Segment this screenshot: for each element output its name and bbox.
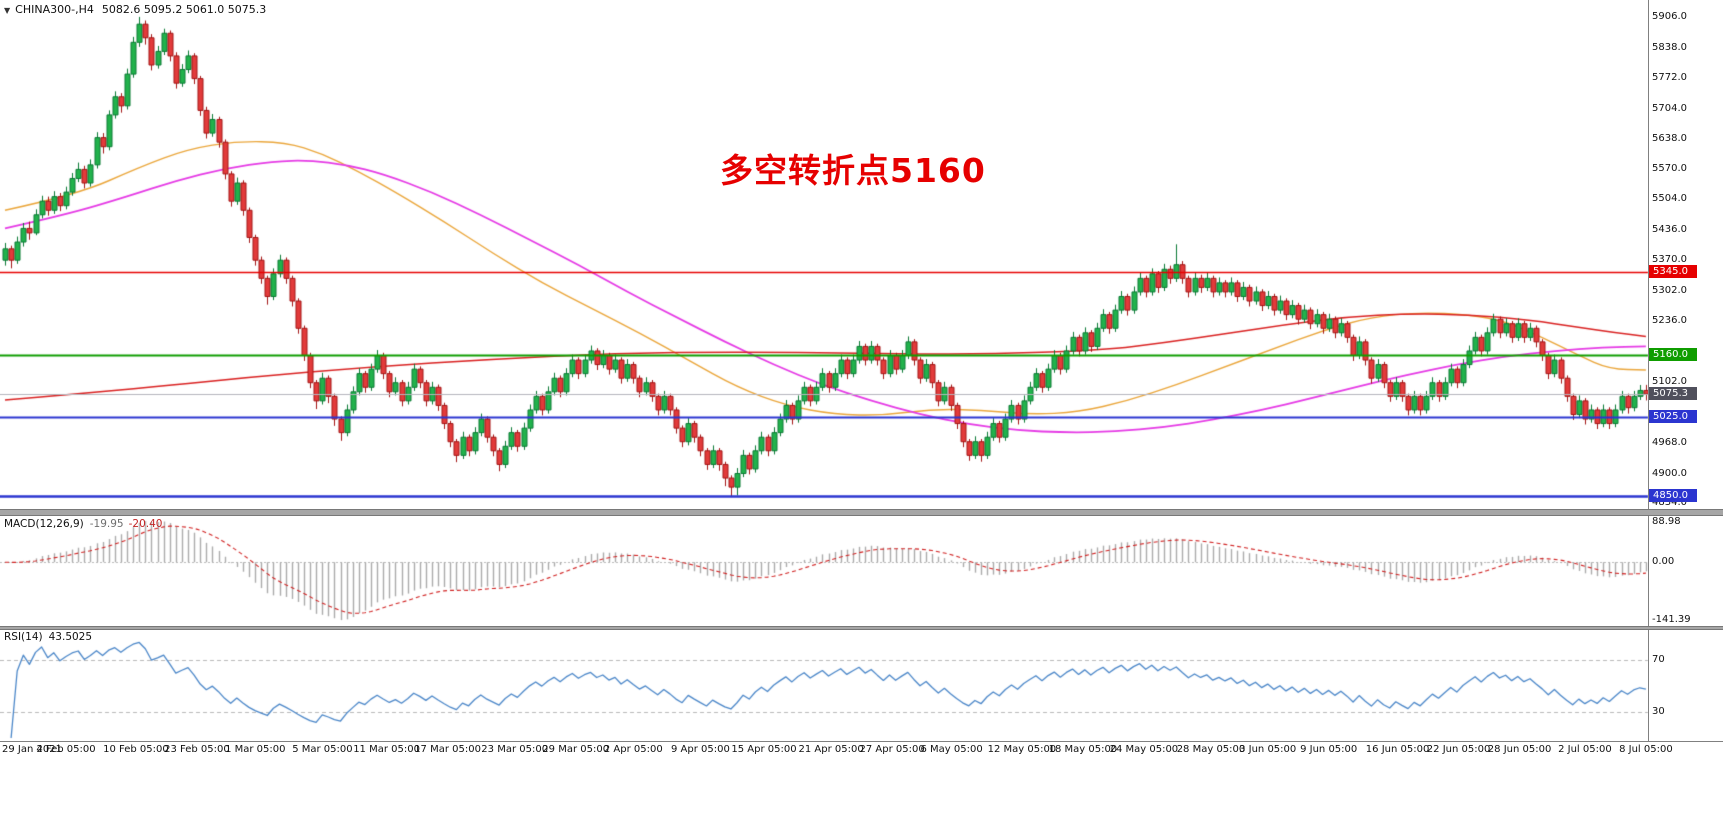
time-axis-label: 6 May 05:00: [920, 744, 983, 755]
ohlc-readout: 5082.6 5095.2 5061.0 5075.3: [101, 3, 267, 16]
chart-canvas[interactable]: [0, 0, 1723, 760]
time-axis-label: 5 Mar 05:00: [292, 744, 353, 755]
rsi-level-label: 30: [1652, 706, 1665, 717]
rsi-indicator-label: RSI(14) 43.5025: [4, 631, 92, 643]
time-axis-label: 18 May 05:00: [1048, 744, 1118, 755]
time-axis-label: 9 Apr 05:00: [670, 744, 730, 755]
time-axis-label: 29 Mar 05:00: [542, 744, 610, 755]
time-axis-label: 2 Apr 05:00: [603, 744, 663, 755]
price-axis-label: 5236.0: [1652, 314, 1687, 326]
time-axis-label: 11 Mar 05:00: [353, 744, 420, 755]
rsi-level-label: 70: [1652, 654, 1665, 665]
price-axis-label: 5102.0: [1652, 375, 1687, 387]
time-axis-label: 16 Jun 05:00: [1365, 744, 1430, 755]
macd-indicator-label: MACD(12,26,9) -19.95 -20.40: [4, 518, 162, 530]
price-axis-label: 5638.0: [1652, 132, 1687, 144]
time-axis-label: 28 Jun 05:00: [1487, 744, 1552, 755]
price-axis-label: 5302.0: [1652, 285, 1687, 297]
time-axis-label: 23 Feb 05:00: [164, 744, 230, 755]
time-axis-label: 2 Jul 05:00: [1558, 744, 1612, 755]
price-axis-label: 4968.0: [1652, 436, 1687, 448]
time-axis-label: 8 Jul 05:00: [1619, 744, 1673, 755]
annotation-text[interactable]: 多空转折点5160: [720, 151, 986, 190]
time-axis-label: 21 Apr 05:00: [798, 744, 864, 755]
macd-main-value: -19.95: [89, 518, 124, 530]
price-badge: 5160.0: [1649, 348, 1697, 362]
macd-name: MACD(12,26,9): [4, 518, 84, 530]
price-axis-label: 5436.0: [1652, 224, 1687, 236]
time-axis-label: 9 Jun 05:00: [1300, 744, 1358, 755]
price-axis-label: 5504.0: [1652, 193, 1687, 205]
time-axis-label: 23 Mar 05:00: [481, 744, 549, 755]
price-axis-label: 5704.0: [1652, 102, 1687, 114]
price-axis-label: 4900.0: [1652, 467, 1687, 479]
price-axis-label: 5570.0: [1652, 163, 1687, 175]
price-axis-label: 4834.0: [1652, 497, 1687, 509]
rsi-value: 43.5025: [48, 631, 93, 643]
time-axis-label: 27 Apr 05:00: [859, 744, 925, 755]
time-axis-border: [0, 741, 1723, 742]
time-axis-label: 4 Feb 05:00: [36, 744, 96, 755]
macd-axis-label: 88.98: [1652, 516, 1681, 527]
objects-dropdown-icon[interactable]: ▼: [4, 6, 11, 15]
time-axis-label: 24 May 05:00: [1109, 744, 1179, 755]
price-axis-label: 5772.0: [1652, 71, 1687, 83]
time-axis-label: 3 Jun 05:00: [1239, 744, 1297, 755]
time-axis-label: 22 Jun 05:00: [1426, 744, 1491, 755]
macd-axis-label: -141.39: [1652, 614, 1691, 625]
price-badge: 5075.3: [1649, 386, 1697, 400]
panel-separator-macd[interactable]: [0, 509, 1723, 516]
time-axis-label: 10 Feb 05:00: [103, 744, 169, 755]
price-axis-label: 5906.0: [1652, 10, 1687, 22]
rsi-name: RSI(14): [4, 631, 43, 643]
symbol-title: CHINA300-,H4: [15, 3, 94, 16]
time-axis-label: 29 Jan 2021: [2, 744, 62, 755]
time-axis-label: 1 Mar 05:00: [225, 744, 286, 755]
panel-separator-rsi[interactable]: [0, 626, 1723, 630]
symbol-info: ▼ CHINA300-,H4 5082.6 5095.2 5061.0 5075.3: [4, 3, 266, 16]
price-axis-label: 5838.0: [1652, 41, 1687, 53]
time-axis-label: 15 Apr 05:00: [731, 744, 797, 755]
price-axis-label: 5370.0: [1652, 254, 1687, 266]
macd-axis-label: 0.00: [1652, 556, 1675, 568]
price-axis-border: [1648, 0, 1649, 741]
price-badge: 5025.0: [1649, 409, 1697, 423]
time-axis-label: 28 May 05:00: [1176, 744, 1246, 755]
time-axis-label: 17 Mar 05:00: [414, 744, 481, 755]
time-axis-label: 12 May 05:00: [987, 744, 1057, 755]
price-badge: 5345.0: [1649, 264, 1697, 278]
price-badge: 4850.0: [1649, 489, 1697, 503]
macd-signal-value: -20.40: [128, 518, 163, 530]
